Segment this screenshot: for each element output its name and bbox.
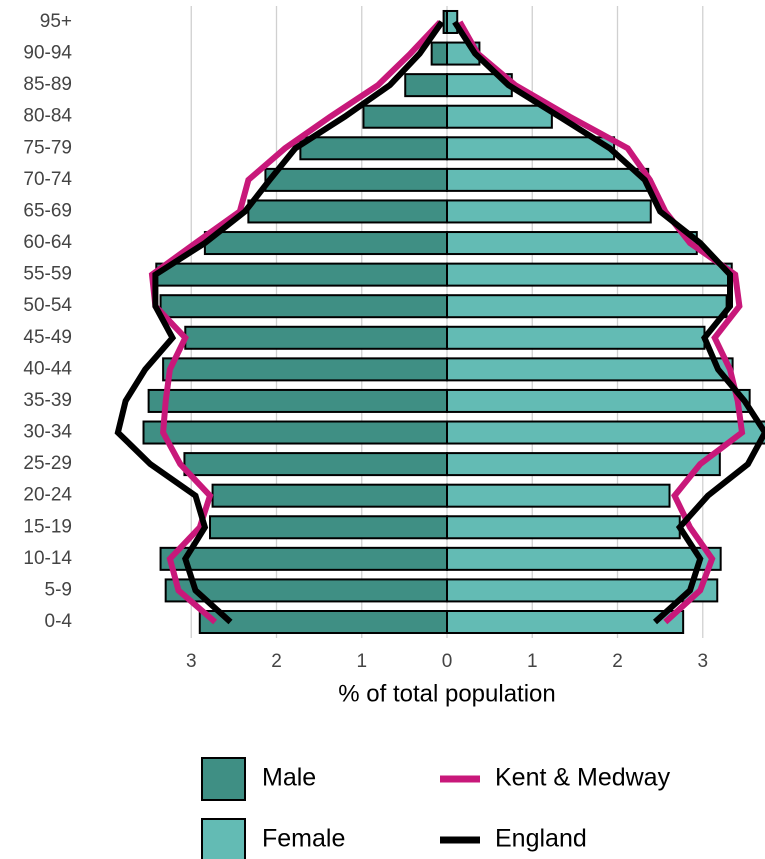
bar	[446, 420, 765, 445]
x-tick-label: 3	[186, 651, 197, 672]
bar	[142, 420, 449, 445]
y-tick-label: 90-94	[23, 43, 72, 64]
bar	[155, 262, 449, 287]
bar	[362, 104, 449, 129]
x-tick-label: 0	[442, 651, 453, 672]
y-tick-label: 55-59	[23, 264, 72, 285]
y-tick-label: 0-4	[45, 611, 73, 632]
y-tick-label: 85-89	[23, 74, 72, 95]
bar	[162, 357, 449, 382]
bar	[299, 136, 449, 161]
bar	[446, 483, 671, 508]
y-tick-label: 70-74	[23, 169, 72, 190]
bar	[404, 73, 449, 98]
y-tick-label: 25-29	[23, 453, 72, 474]
bar	[446, 199, 652, 224]
bar	[446, 167, 650, 192]
bar	[446, 325, 706, 350]
y-tick-label: 5-9	[45, 579, 72, 600]
bar	[446, 104, 553, 129]
bar	[159, 294, 449, 319]
legend-swatch	[201, 818, 246, 859]
x-tick-label: 1	[356, 651, 367, 672]
bar	[430, 41, 449, 66]
bar	[446, 546, 722, 571]
y-tick-label: 50-54	[23, 295, 72, 316]
y-tick-label: 45-49	[23, 327, 72, 348]
bar	[211, 483, 449, 508]
y-tick-label: 80-84	[23, 106, 72, 127]
legend-swatch	[201, 757, 246, 801]
bar	[264, 167, 449, 192]
y-tick-label: 40-44	[23, 358, 72, 379]
legend-label: Female	[262, 825, 345, 853]
y-tick-label: 10-14	[23, 548, 72, 569]
bar	[446, 610, 685, 634]
bar	[446, 515, 681, 540]
y-tick-label: 20-24	[23, 485, 72, 506]
bar	[183, 452, 449, 477]
bar	[209, 515, 449, 540]
legend-label: Male	[262, 764, 316, 792]
y-tick-label: 35-39	[23, 390, 72, 411]
bar	[446, 294, 728, 319]
line	[114, 20, 445, 625]
bar	[446, 262, 733, 287]
bar	[147, 388, 449, 413]
x-tick-label: 1	[527, 651, 538, 672]
y-tick-label: 95+	[40, 11, 72, 32]
bar	[198, 610, 449, 634]
y-tick-label: 65-69	[23, 200, 72, 221]
x-tick-label: 2	[271, 651, 282, 672]
y-tick-label: 75-79	[23, 137, 72, 158]
y-tick-label: 15-19	[23, 516, 72, 537]
x-axis-label: % of total population	[338, 680, 556, 707]
y-tick-label: 30-34	[23, 422, 72, 443]
y-tick-label: 60-64	[23, 232, 72, 253]
bar	[446, 136, 616, 161]
bar	[446, 357, 734, 382]
x-tick-label: 2	[612, 651, 623, 672]
bar	[247, 199, 449, 224]
legend-label: England	[495, 825, 587, 853]
bar	[446, 388, 751, 413]
bar	[446, 578, 719, 603]
bar	[203, 231, 449, 256]
line	[452, 20, 765, 625]
bar	[446, 452, 721, 477]
legend-label: Kent & Medway	[495, 764, 671, 792]
bar	[446, 231, 698, 256]
bar	[184, 325, 449, 350]
bar	[159, 546, 449, 571]
x-tick-label: 3	[697, 651, 708, 672]
